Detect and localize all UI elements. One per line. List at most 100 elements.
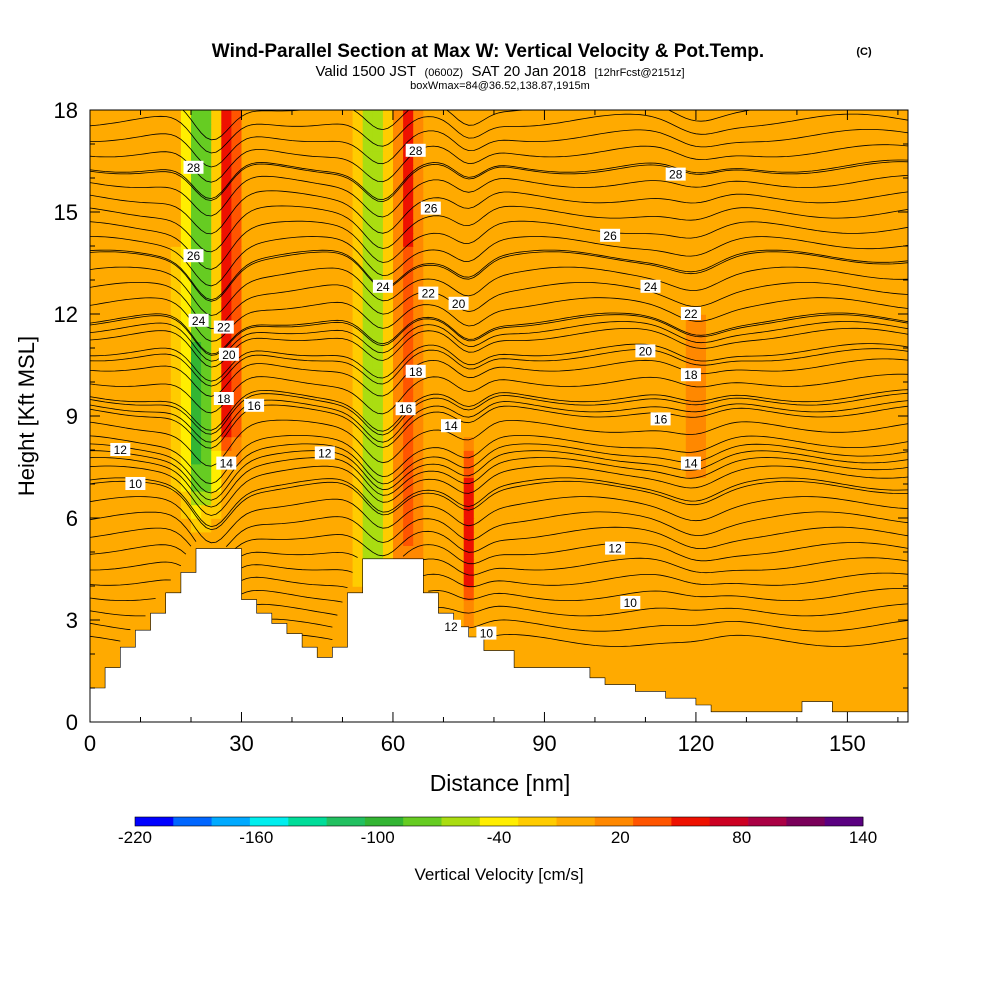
velocity-cell — [524, 110, 536, 125]
velocity-cell — [241, 314, 253, 329]
velocity-cell — [877, 246, 889, 261]
velocity-cell — [231, 382, 243, 397]
velocity-cell — [675, 218, 687, 234]
velocity-cell — [827, 436, 839, 451]
velocity-cell — [857, 599, 869, 614]
velocity-cell — [463, 531, 475, 546]
velocity-cell — [231, 327, 243, 342]
velocity-cell — [201, 259, 212, 274]
velocity-cell — [140, 395, 152, 410]
velocity-cell — [150, 382, 162, 397]
velocity-cell — [867, 314, 879, 329]
velocity-cell — [554, 368, 566, 383]
velocity-cell — [574, 341, 586, 356]
velocity-cell — [544, 531, 556, 546]
velocity-cell — [736, 368, 748, 383]
velocity-cell — [231, 123, 243, 138]
velocity-cell — [130, 599, 142, 614]
velocity-cell — [695, 164, 707, 179]
velocity-cell — [534, 354, 546, 370]
velocity-cell — [897, 490, 908, 506]
velocity-cell — [887, 110, 899, 125]
velocity-cell — [403, 354, 414, 370]
velocity-cell — [887, 463, 899, 478]
velocity-cell — [473, 286, 485, 302]
velocity-cell — [342, 545, 354, 560]
velocity-cell — [544, 613, 556, 628]
velocity-cell — [312, 626, 324, 642]
velocity-cell — [312, 137, 324, 152]
velocity-cell — [302, 626, 313, 642]
velocity-cell — [736, 354, 748, 370]
velocity-cell — [494, 531, 505, 546]
velocity-cell — [504, 504, 515, 519]
velocity-cell — [867, 164, 879, 179]
velocity-cell — [90, 382, 101, 397]
velocity-cell — [382, 477, 394, 492]
velocity-cell — [261, 273, 273, 288]
velocity-cell — [271, 150, 283, 166]
velocity-cell — [817, 218, 828, 234]
velocity-cell — [514, 626, 525, 642]
velocity-cell — [251, 232, 263, 247]
velocity-cell — [574, 137, 586, 152]
velocity-cell — [716, 300, 727, 315]
velocity-cell — [847, 654, 859, 669]
velocity-cell — [261, 218, 273, 234]
velocity-cell — [766, 382, 778, 397]
velocity-cell — [514, 518, 525, 533]
velocity-cell — [867, 463, 879, 478]
velocity-cell — [100, 599, 111, 614]
velocity-cell — [695, 246, 707, 261]
velocity-cell — [746, 654, 758, 669]
isoline-label-bg — [680, 368, 701, 382]
velocity-cell — [403, 178, 414, 193]
velocity-cell — [251, 123, 263, 138]
velocity-cell — [736, 164, 748, 179]
velocity-cell — [817, 354, 828, 370]
velocity-cell — [807, 137, 818, 152]
velocity-cell — [635, 463, 647, 478]
velocity-cell — [534, 178, 546, 193]
velocity-cell — [403, 110, 414, 125]
velocity-cell — [817, 368, 828, 383]
velocity-cell — [110, 395, 122, 410]
velocity-cell — [322, 395, 334, 410]
velocity-cell — [695, 654, 707, 669]
velocity-cell — [382, 382, 394, 397]
theta-isoline — [90, 557, 908, 576]
velocity-cell — [393, 314, 404, 329]
velocity-cell — [706, 137, 717, 152]
velocity-cell — [443, 436, 455, 451]
velocity-cell — [786, 273, 798, 288]
velocity-cell — [463, 123, 475, 138]
velocity-cell — [584, 110, 596, 125]
velocity-cell — [483, 110, 495, 125]
velocity-cell — [554, 137, 566, 152]
isoline-label: 26 — [183, 249, 204, 263]
velocity-cell — [332, 436, 344, 451]
velocity-cell — [463, 314, 475, 329]
velocity-cell — [463, 110, 475, 125]
velocity-cell — [887, 382, 899, 397]
velocity-cell — [594, 572, 606, 587]
velocity-cell — [726, 545, 738, 560]
velocity-cell — [281, 558, 293, 574]
velocity-cell — [867, 531, 879, 546]
velocity-cell — [433, 490, 445, 506]
theta-isoline — [90, 312, 908, 355]
velocity-cell — [362, 341, 374, 356]
velocity-cell — [776, 300, 788, 315]
velocity-cell — [110, 341, 122, 356]
velocity-cell — [827, 246, 839, 261]
velocity-cell — [403, 341, 414, 356]
velocity-cell — [574, 531, 586, 546]
velocity-cell — [433, 354, 445, 370]
velocity-cell — [867, 436, 879, 451]
velocity-cell — [352, 354, 364, 370]
velocity-cell — [251, 572, 263, 587]
velocity-cell — [453, 572, 465, 587]
velocity-cell — [564, 150, 576, 166]
velocity-cell — [695, 531, 707, 546]
velocity-cell — [231, 450, 243, 465]
